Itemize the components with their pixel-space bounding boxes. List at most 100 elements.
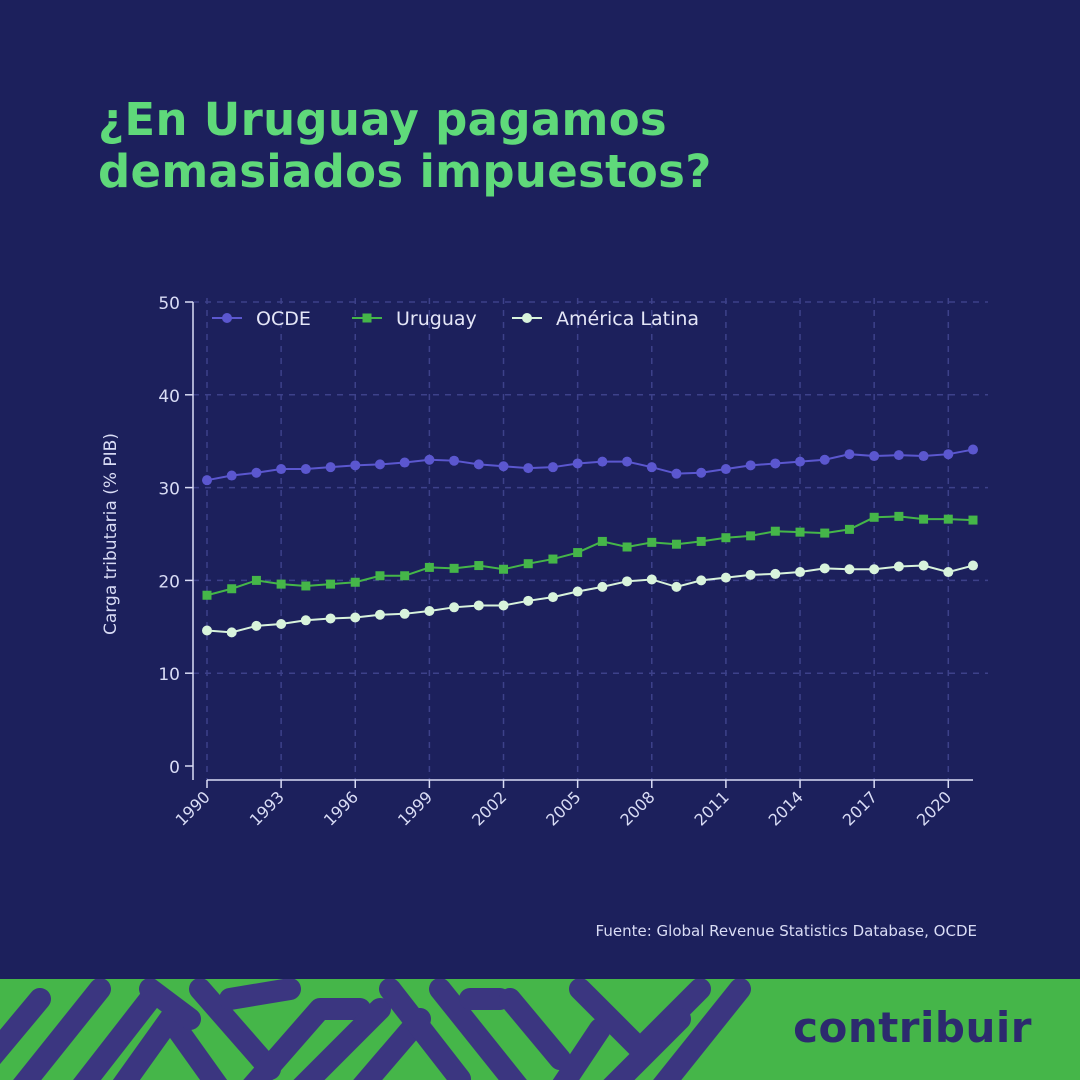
x-tick-label: 2011 [691, 787, 733, 829]
data-point [573, 548, 583, 558]
data-point [696, 575, 707, 586]
data-point [819, 563, 830, 574]
data-point [671, 539, 681, 549]
data-point [622, 542, 632, 552]
data-point [745, 569, 756, 580]
data-point [671, 468, 682, 479]
data-point [499, 564, 509, 574]
x-tick-label: 2020 [913, 787, 955, 829]
data-point [646, 574, 657, 585]
data-point [375, 571, 385, 581]
data-point [671, 581, 682, 592]
data-point [350, 460, 361, 471]
footer-pattern [0, 979, 751, 1080]
tax-burden-line-chart: 0 10 20 30 40 50 1990 1993 1996 1999 2002 2005 2008 2… [101, 294, 988, 830]
data-point [770, 526, 780, 536]
data-point [943, 449, 954, 460]
data-point [746, 531, 756, 541]
data-point [548, 554, 558, 564]
data-point [597, 581, 608, 592]
data-point [251, 620, 262, 631]
x-tick-label: 2014 [765, 787, 807, 829]
data-point [547, 462, 558, 473]
title-line-2: demasiados impuestos? [98, 145, 712, 198]
data-point [474, 561, 484, 571]
data-point [918, 560, 929, 571]
y-tick-label: 0 [169, 758, 180, 778]
page-title: ¿En Uruguay pagamos demasiados impuestos… [98, 94, 998, 198]
title-line-1: ¿En Uruguay pagamos [98, 93, 667, 146]
y-tick-label: 10 [158, 665, 180, 685]
data-point [326, 579, 336, 589]
data-point [424, 562, 434, 572]
data-point [943, 514, 953, 524]
data-point [720, 572, 731, 583]
x-tick-label: 2017 [839, 787, 881, 829]
data-point [696, 536, 706, 546]
x-tick-label: 2002 [468, 787, 510, 829]
data-point [276, 579, 286, 589]
data-point [424, 454, 435, 465]
x-tick-label: 1993 [246, 787, 288, 829]
data-point [646, 462, 657, 473]
data-point [473, 459, 484, 470]
legend-marker [362, 313, 372, 323]
data-point [919, 514, 929, 524]
data-point [696, 467, 707, 478]
y-tick-label: 30 [158, 480, 180, 500]
data-point [869, 451, 880, 462]
data-point [523, 595, 534, 606]
data-point [622, 576, 633, 587]
data-point [968, 560, 978, 571]
legend-label: OCDE [256, 308, 311, 330]
data-point [498, 600, 509, 611]
x-tick-label: 2005 [542, 787, 584, 829]
data-point [449, 602, 460, 613]
series-line-uruguay [206, 515, 974, 597]
data-point [918, 451, 929, 462]
series-line-ocde [206, 448, 974, 482]
data-point [795, 567, 806, 578]
series-layer [202, 444, 978, 638]
data-point [301, 581, 311, 591]
data-point [251, 467, 262, 478]
data-point [374, 609, 385, 620]
series-line-américa-latina [206, 564, 974, 634]
chart-legend: OCDE Uruguay América Latina [212, 308, 699, 330]
data-point [844, 449, 855, 460]
data-point [721, 533, 731, 543]
legend-marker [522, 313, 532, 323]
data-point [597, 536, 607, 546]
data-point [523, 559, 533, 569]
data-point [968, 515, 978, 525]
brand-logo: contribuir [793, 1003, 1032, 1052]
data-point [720, 464, 731, 475]
data-point [893, 450, 904, 461]
data-point [449, 563, 459, 573]
data-point [893, 561, 904, 572]
data-point [894, 511, 904, 521]
data-point [795, 527, 805, 537]
data-point [572, 586, 583, 597]
data-point [399, 608, 410, 619]
x-tick-label: 1990 [172, 787, 214, 829]
x-tick-label: 1996 [320, 787, 362, 829]
data-point [350, 577, 360, 587]
data-point [869, 512, 879, 522]
data-point [547, 592, 558, 603]
data-point [374, 459, 385, 470]
data-point [770, 568, 781, 579]
data-point [943, 567, 954, 578]
data-point [251, 575, 261, 585]
data-point [202, 625, 212, 636]
data-point [795, 456, 806, 467]
data-point [473, 600, 484, 611]
y-tick-label: 20 [158, 572, 180, 592]
x-tick-label: 2008 [616, 787, 658, 829]
footer-banner: contribuir [0, 979, 1080, 1080]
data-point [844, 524, 854, 534]
legend-marker [222, 313, 232, 323]
data-point [498, 461, 509, 472]
data-point [400, 571, 410, 581]
data-point [399, 457, 410, 468]
